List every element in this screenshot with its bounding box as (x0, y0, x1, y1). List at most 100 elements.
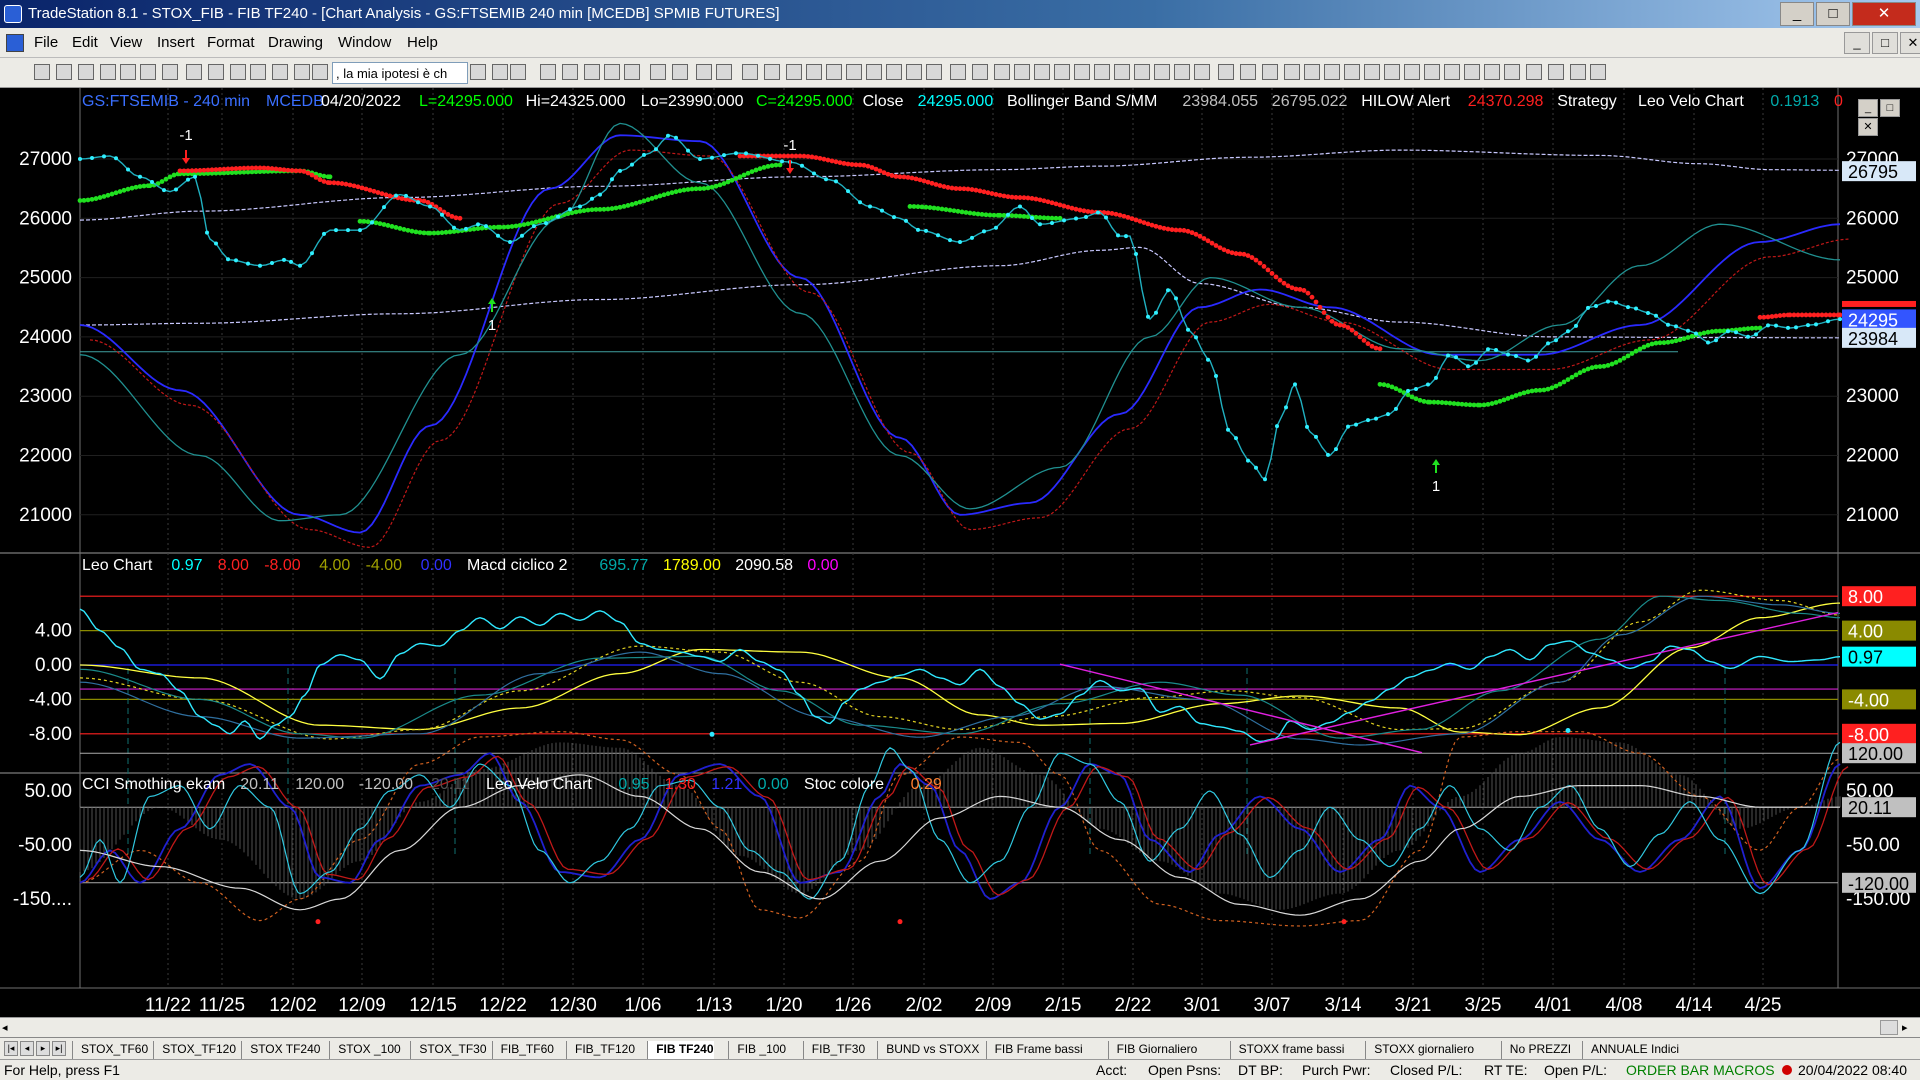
toolbar-tool-icon[interactable] (250, 64, 266, 80)
toolbar-tool-icon[interactable] (100, 64, 116, 80)
status-macros[interactable]: ORDER BAR MACROS (1626, 1062, 1775, 1078)
toolbar-tool-icon[interactable] (716, 64, 732, 80)
tab-stox-tf30[interactable]: STOX_TF30 (410, 1041, 487, 1059)
maximize-button[interactable]: □ (1816, 2, 1850, 26)
toolbar-tool-icon[interactable] (972, 64, 988, 80)
tab-fib-100[interactable]: FIB _100 (728, 1041, 786, 1059)
scroll-left-arrow-icon[interactable]: ◂ (2, 1022, 8, 1034)
chart-close-button[interactable]: ✕ (1858, 118, 1878, 136)
menu-insert[interactable]: Insert (157, 34, 195, 51)
toolbar-tool-icon[interactable] (1590, 64, 1606, 80)
menu-window[interactable]: Window (338, 34, 392, 51)
toolbar-tool-icon[interactable] (1174, 64, 1190, 80)
toolbar-tool-icon[interactable] (1218, 64, 1234, 80)
toolbar-tool-icon[interactable] (1240, 64, 1256, 80)
toolbar-tool-icon[interactable] (906, 64, 922, 80)
toolbar-tool-icon[interactable] (1526, 64, 1542, 80)
toolbar-tool-icon[interactable] (1284, 64, 1300, 80)
toolbar-tool-icon[interactable] (1464, 64, 1480, 80)
tab-fib-tf240[interactable]: FIB TF240 (647, 1041, 714, 1059)
toolbar-tool-icon[interactable] (1304, 64, 1320, 80)
toolbar-tool-icon[interactable] (806, 64, 822, 80)
toolbar-tool-icon[interactable] (294, 64, 310, 80)
tab-stoxx-giornaliero[interactable]: STOXX giornaliero (1365, 1041, 1474, 1059)
tab-fib-giornaliero[interactable]: FIB Giornaliero (1107, 1041, 1197, 1059)
chart-restore-button[interactable]: □ (1880, 99, 1900, 117)
toolbar-tool-icon[interactable] (742, 64, 758, 80)
chart-canvas[interactable]: 2700026000250002400023000220002100027000… (0, 88, 1920, 1017)
note-combo-box[interactable]: , la mia ipotesi è ch (332, 62, 468, 84)
toolbar-tool-icon[interactable] (866, 64, 882, 80)
child-close-button[interactable]: ✕ (1900, 32, 1920, 54)
toolbar-tool-icon[interactable] (208, 64, 224, 80)
toolbar-tool-icon[interactable] (230, 64, 246, 80)
toolbar-tool-icon[interactable] (696, 64, 712, 80)
tab-stoxx-frame-bassi[interactable]: STOXX frame bassi (1229, 1041, 1344, 1059)
toolbar-tool-icon[interactable] (1134, 64, 1150, 80)
toolbar-tool-icon[interactable] (826, 64, 842, 80)
toolbar-tool-icon[interactable] (562, 64, 578, 80)
chart-window-icon[interactable] (6, 34, 24, 52)
toolbar-tool-icon[interactable] (1054, 64, 1070, 80)
toolbar-tool-icon[interactable] (1034, 64, 1050, 80)
toolbar-tool-icon[interactable] (1262, 64, 1278, 80)
tab-annuale-indici[interactable]: ANNUALE Indici (1582, 1041, 1679, 1059)
toolbar-tool-icon[interactable] (846, 64, 862, 80)
toolbar-tool-icon[interactable] (34, 64, 50, 80)
toolbar-tool-icon[interactable] (1548, 64, 1564, 80)
toolbar-tool-icon[interactable] (650, 64, 666, 80)
child-restore-button[interactable]: □ (1872, 32, 1898, 54)
toolbar-tool-icon[interactable] (510, 64, 526, 80)
toolbar-tool-icon[interactable] (492, 64, 508, 80)
toolbar-tool-icon[interactable] (1154, 64, 1170, 80)
toolbar-tool-icon[interactable] (1484, 64, 1500, 80)
toolbar-tool-icon[interactable] (604, 64, 620, 80)
toolbar-tool-icon[interactable] (994, 64, 1010, 80)
tab-first-icon[interactable]: |◂ (4, 1041, 18, 1056)
tab-fib-frame-bassi[interactable]: FIB Frame bassi (985, 1041, 1083, 1059)
close-button[interactable]: ✕ (1852, 2, 1916, 26)
toolbar-tool-icon[interactable] (1444, 64, 1460, 80)
menu-view[interactable]: View (110, 34, 143, 51)
tab-last-icon[interactable]: ▸| (52, 1041, 66, 1056)
toolbar-tool-icon[interactable] (1194, 64, 1210, 80)
menu-help[interactable]: Help (407, 34, 438, 51)
toolbar-tool-icon[interactable] (162, 64, 178, 80)
chart-analysis-window[interactable]: 27000 26000 25000 24000 23000 22000 21000 27000… (0, 88, 1920, 1028)
toolbar-tool-icon[interactable] (584, 64, 600, 80)
toolbar-tool-icon[interactable] (1424, 64, 1440, 80)
toolbar-tool-icon[interactable] (540, 64, 556, 80)
tab-stox-tf60[interactable]: STOX_TF60 (72, 1041, 148, 1059)
toolbar-tool-icon[interactable] (672, 64, 688, 80)
tab-bund-vs-stoxx[interactable]: BUND vs STOXX (877, 1041, 979, 1059)
toolbar-tool-icon[interactable] (950, 64, 966, 80)
toolbar-tool-icon[interactable] (1570, 64, 1586, 80)
toolbar-tool-icon[interactable] (1014, 64, 1030, 80)
toolbar-tool-icon[interactable] (1324, 64, 1340, 80)
scroll-right-arrow-icon[interactable]: ▸ (1902, 1022, 1908, 1034)
minimize-button[interactable]: _ (1780, 2, 1814, 26)
toolbar-tool-icon[interactable] (140, 64, 156, 80)
horizontal-scrollbar[interactable]: ◂ ▸ (0, 1017, 1920, 1037)
toolbar-tool-icon[interactable] (78, 64, 94, 80)
toolbar-tool-icon[interactable] (1364, 64, 1380, 80)
toolbar-tool-icon[interactable] (1094, 64, 1110, 80)
toolbar-tool-icon[interactable] (624, 64, 640, 80)
toolbar-tool-icon[interactable] (312, 64, 328, 80)
menu-edit[interactable]: Edit (72, 34, 98, 51)
tab-no-prezzi[interactable]: No PREZZI (1500, 1041, 1571, 1059)
toolbar-tool-icon[interactable] (120, 64, 136, 80)
chart-minimize-button[interactable]: _ (1858, 99, 1878, 117)
toolbar-tool-icon[interactable] (470, 64, 486, 80)
toolbar-tool-icon[interactable] (1384, 64, 1400, 80)
menu-drawing[interactable]: Drawing (268, 34, 324, 51)
toolbar-tool-icon[interactable] (56, 64, 72, 80)
toolbar-tool-icon[interactable] (1344, 64, 1360, 80)
tab-fib-tf60[interactable]: FIB_TF60 (491, 1041, 554, 1059)
toolbar-tool-icon[interactable] (764, 64, 780, 80)
tab-stox-tf240[interactable]: STOX TF240 (241, 1041, 320, 1059)
tab-fib-tf30[interactable]: FIB_TF30 (802, 1041, 865, 1059)
toolbar-tool-icon[interactable] (1504, 64, 1520, 80)
menu-format[interactable]: Format (207, 34, 255, 51)
tab-prev-icon[interactable]: ◂ (20, 1041, 34, 1056)
